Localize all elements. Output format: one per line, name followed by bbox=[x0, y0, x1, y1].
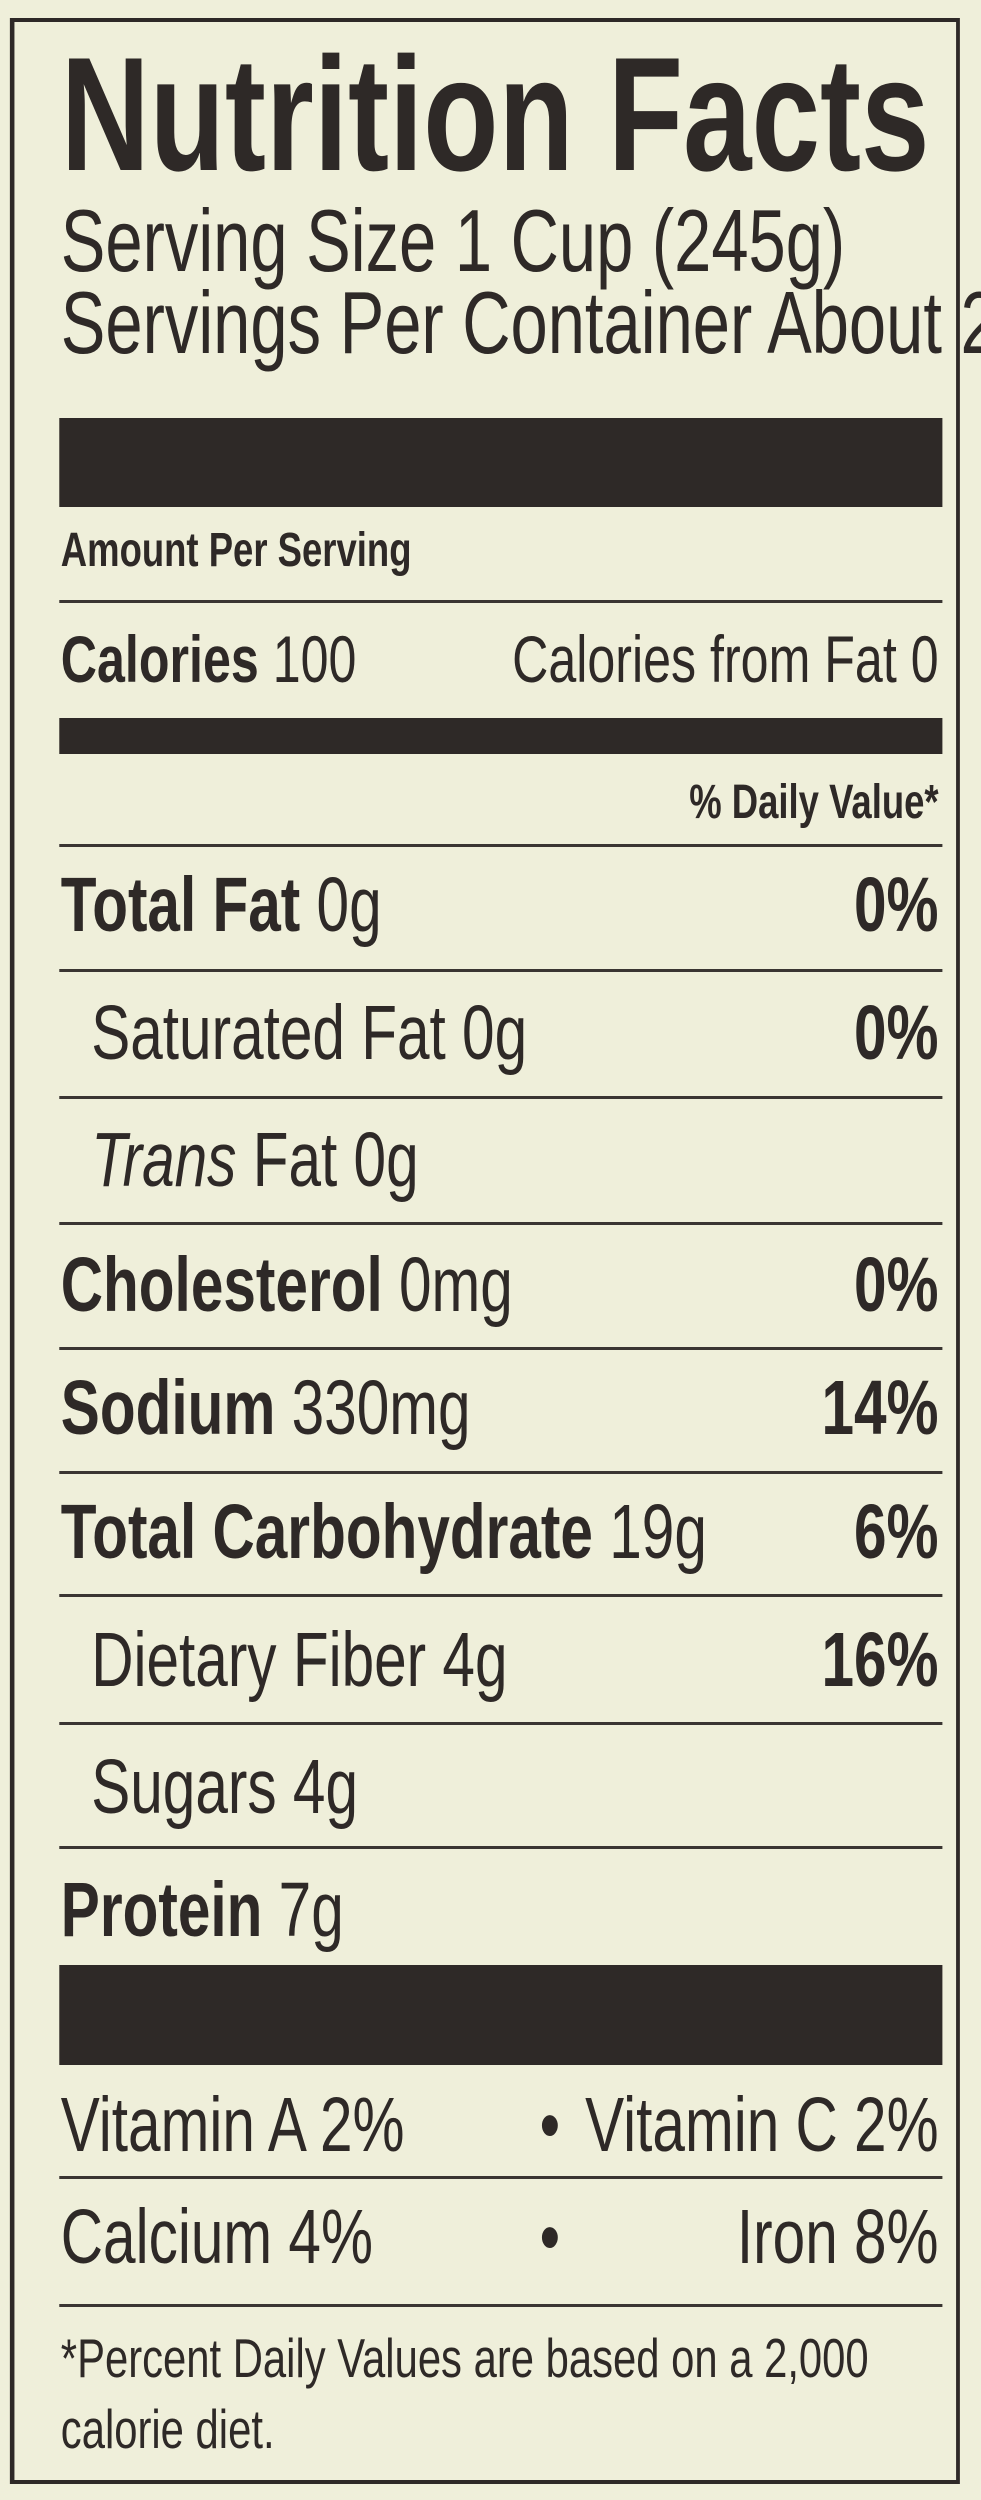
nutrient-protein: Protein 7g bbox=[60, 1867, 344, 1953]
calcium: Calcium 4% bbox=[60, 2194, 374, 2280]
dv-sodium: 14% bbox=[821, 1365, 939, 1451]
divider bbox=[59, 1846, 943, 1849]
nutrient-total-carbohydrate: Total Carbohydrate 19g bbox=[60, 1489, 707, 1575]
daily-value-header: % Daily Value* bbox=[689, 776, 939, 829]
divider bbox=[59, 969, 943, 972]
nutrient-dietary-fiber: Dietary Fiber 4g bbox=[91, 1617, 508, 1703]
calories-label: Calories bbox=[60, 622, 259, 696]
divider bbox=[59, 1471, 943, 1474]
divider bbox=[59, 1347, 943, 1350]
dv-saturated-fat: 0% bbox=[854, 990, 939, 1076]
nutrient-sodium: Sodium 330mg bbox=[60, 1365, 471, 1451]
divider bbox=[59, 1222, 943, 1225]
label-border bbox=[9, 18, 960, 2484]
footnote-line-2: calorie diet. bbox=[60, 2398, 275, 2460]
vitamin-a: Vitamin A 2% bbox=[60, 2082, 405, 2168]
divider bbox=[59, 1096, 943, 1099]
divider bbox=[59, 2304, 943, 2307]
nutrient-trans-fat: Trans Fat 0g bbox=[91, 1117, 419, 1203]
nutrient-cholesterol: Cholesterol 0mg bbox=[60, 1242, 513, 1328]
servings-per-container: Servings Per Container About 2 bbox=[60, 273, 981, 372]
divider bbox=[59, 844, 943, 847]
divider bbox=[59, 600, 943, 603]
dv-dietary-fiber: 16% bbox=[821, 1617, 939, 1703]
divider bbox=[59, 2176, 943, 2179]
medium-divider bbox=[59, 718, 943, 754]
divider bbox=[59, 1722, 943, 1725]
thick-divider bbox=[59, 1965, 943, 2065]
calories-value: 100 bbox=[272, 622, 357, 696]
nutrient-sugars: Sugars 4g bbox=[91, 1744, 358, 1830]
dv-total-fat: 0% bbox=[854, 862, 939, 948]
divider bbox=[59, 1594, 943, 1597]
nutrient-total-fat: Total Fat 0g bbox=[60, 862, 382, 948]
calories-from-fat: Calories from Fat 0 bbox=[512, 622, 939, 696]
dv-total-carbohydrate: 6% bbox=[854, 1489, 939, 1575]
serving-size: Serving Size 1 Cup (245g) bbox=[60, 191, 846, 290]
dv-cholesterol: 0% bbox=[854, 1242, 939, 1328]
vitamin-c: Vitamin C 2% bbox=[585, 2082, 939, 2168]
nutrient-saturated-fat: Saturated Fat 0g bbox=[91, 990, 528, 1076]
bullet-icon: • bbox=[539, 2082, 561, 2168]
thick-divider bbox=[59, 418, 943, 507]
label-title: Nutrition Facts bbox=[60, 24, 930, 205]
bullet-icon: • bbox=[539, 2194, 561, 2280]
amount-per-serving: Amount Per Serving bbox=[60, 524, 412, 577]
iron: Iron 8% bbox=[736, 2194, 939, 2280]
footnote-line-1: *Percent Daily Values are based on a 2,0… bbox=[60, 2327, 869, 2389]
calories-row: Calories 100 bbox=[61, 626, 357, 692]
